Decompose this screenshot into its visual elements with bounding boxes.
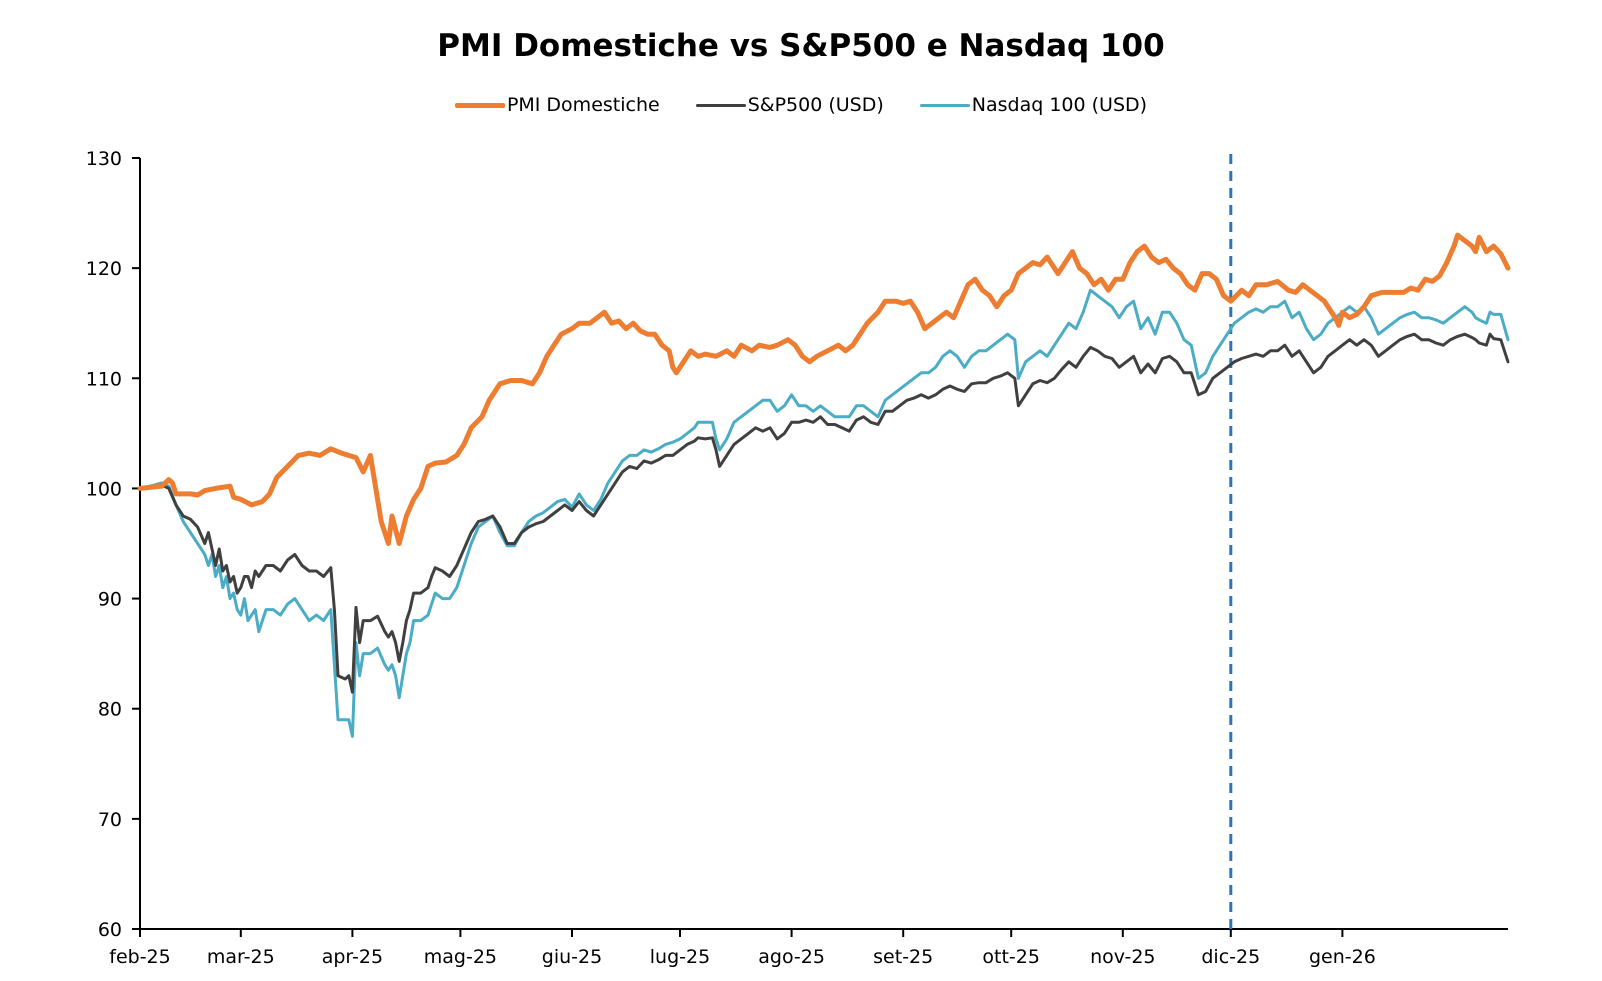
series-line-1 bbox=[138, 332, 1510, 694]
x-tick-label: set-25 bbox=[873, 946, 933, 968]
series-layer bbox=[137, 232, 1511, 738]
legend-swatch-nasdaq bbox=[919, 103, 970, 107]
legend-label-nasdaq: Nasdaq 100 (USD) bbox=[971, 94, 1148, 116]
x-tick-label: lug-25 bbox=[650, 946, 710, 968]
series-line-2 bbox=[138, 288, 1510, 738]
y-tick-label: 130 bbox=[86, 148, 122, 170]
y-tick-label: 120 bbox=[86, 258, 122, 280]
y-tick-label: 90 bbox=[98, 589, 122, 611]
y-tick-label: 100 bbox=[86, 478, 122, 500]
y-tick-label: 60 bbox=[98, 919, 122, 941]
axes: 60 70 80 90 100 110 120 130 feb-25 mar-25 apr-25 ma… bbox=[86, 148, 1508, 968]
x-tick-label: ott-25 bbox=[982, 946, 1040, 968]
y-tick-label: 80 bbox=[98, 699, 122, 721]
chart-title: PMI Domestiche vs S&P500 e Nasdaq 100 bbox=[437, 28, 1165, 64]
x-tick-label: dic-25 bbox=[1201, 946, 1260, 968]
legend-label-pmi: PMI Domestiche bbox=[506, 94, 660, 116]
legend-item-sp500: S&P500 (USD) bbox=[695, 94, 884, 116]
legend-item-nasdaq: Nasdaq 100 (USD) bbox=[919, 94, 1148, 116]
x-tick-label: nov-25 bbox=[1090, 946, 1155, 968]
x-tick-label: giu-25 bbox=[542, 946, 602, 968]
x-tick-label: apr-25 bbox=[322, 946, 383, 968]
legend-swatch-sp500 bbox=[695, 103, 746, 107]
legend-label-sp500: S&P500 (USD) bbox=[747, 94, 884, 116]
series-line-0 bbox=[137, 232, 1511, 546]
legend: PMI Domestiche S&P500 (USD) Nasdaq 100 (… bbox=[0, 94, 1602, 116]
x-tick-label: mag-25 bbox=[424, 946, 497, 968]
x-tick-label: gen-26 bbox=[1309, 946, 1376, 968]
x-tick-label: mar-25 bbox=[207, 946, 275, 968]
legend-swatch-pmi bbox=[454, 102, 505, 108]
y-tick-label: 70 bbox=[98, 809, 122, 831]
x-tick-label: ago-25 bbox=[758, 946, 825, 968]
legend-item-pmi: PMI Domestiche bbox=[454, 94, 660, 116]
y-tick-label: 110 bbox=[86, 368, 122, 390]
x-tick-label: feb-25 bbox=[109, 946, 170, 968]
